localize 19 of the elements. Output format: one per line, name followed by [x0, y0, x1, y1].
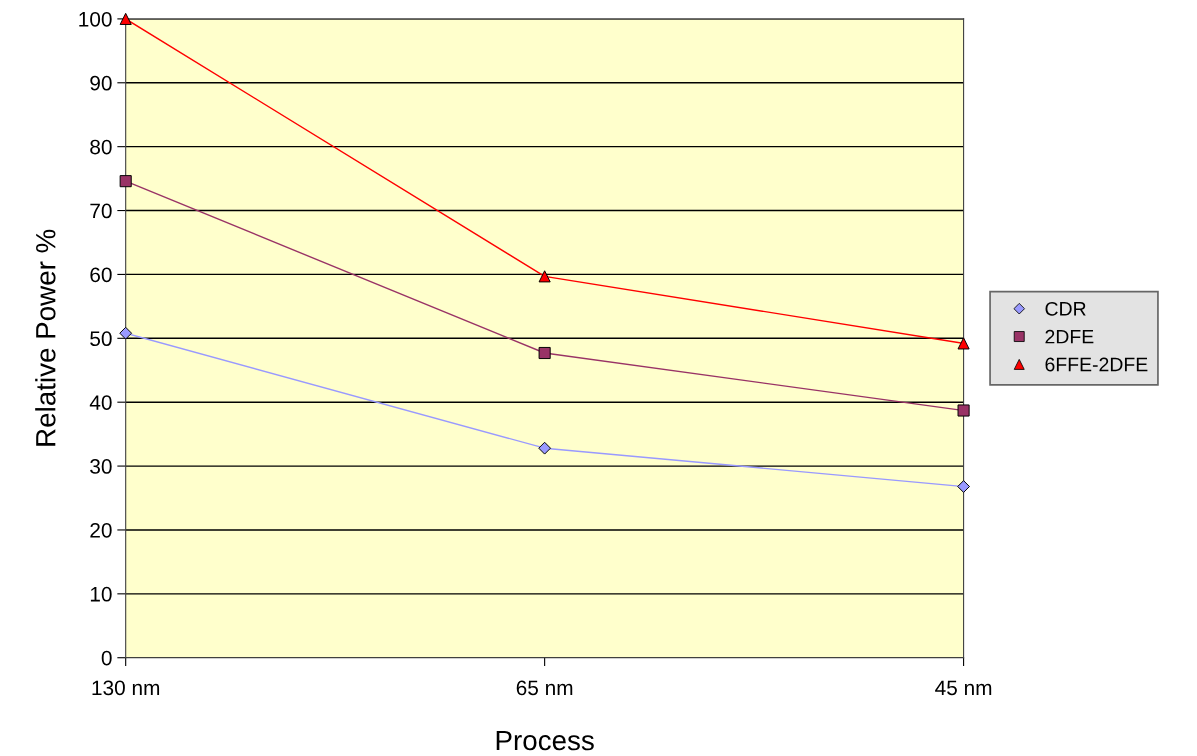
y-tick-label: 30 — [90, 459, 112, 474]
x-axis-title: Process — [496, 730, 594, 751]
y-tick-label: 70 — [90, 203, 112, 219]
y-tick-label: 80 — [90, 139, 112, 155]
x-tick-label: 45 nm — [935, 680, 992, 696]
legend-label: 6FFE-2DFE — [1045, 357, 1148, 372]
x-tick-label: 65 nm — [516, 680, 573, 696]
x-tick-label: 130 nm — [92, 680, 160, 696]
y-tick-label: 40 — [89, 395, 112, 410]
y-tick-label: 50 — [90, 331, 112, 347]
legend-label: 2DFE — [1045, 329, 1094, 344]
legend-label: CDR — [1045, 301, 1086, 316]
y-tick-label: 10 — [90, 586, 112, 602]
y-tick-label: 0 — [101, 650, 112, 666]
y-tick-label: 100 — [79, 11, 112, 27]
y-tick-label: 90 — [90, 75, 112, 91]
y-axis-title: Relative Power % — [35, 229, 56, 446]
y-tick-label: 60 — [90, 267, 112, 283]
y-tick-label: 20 — [90, 522, 112, 538]
